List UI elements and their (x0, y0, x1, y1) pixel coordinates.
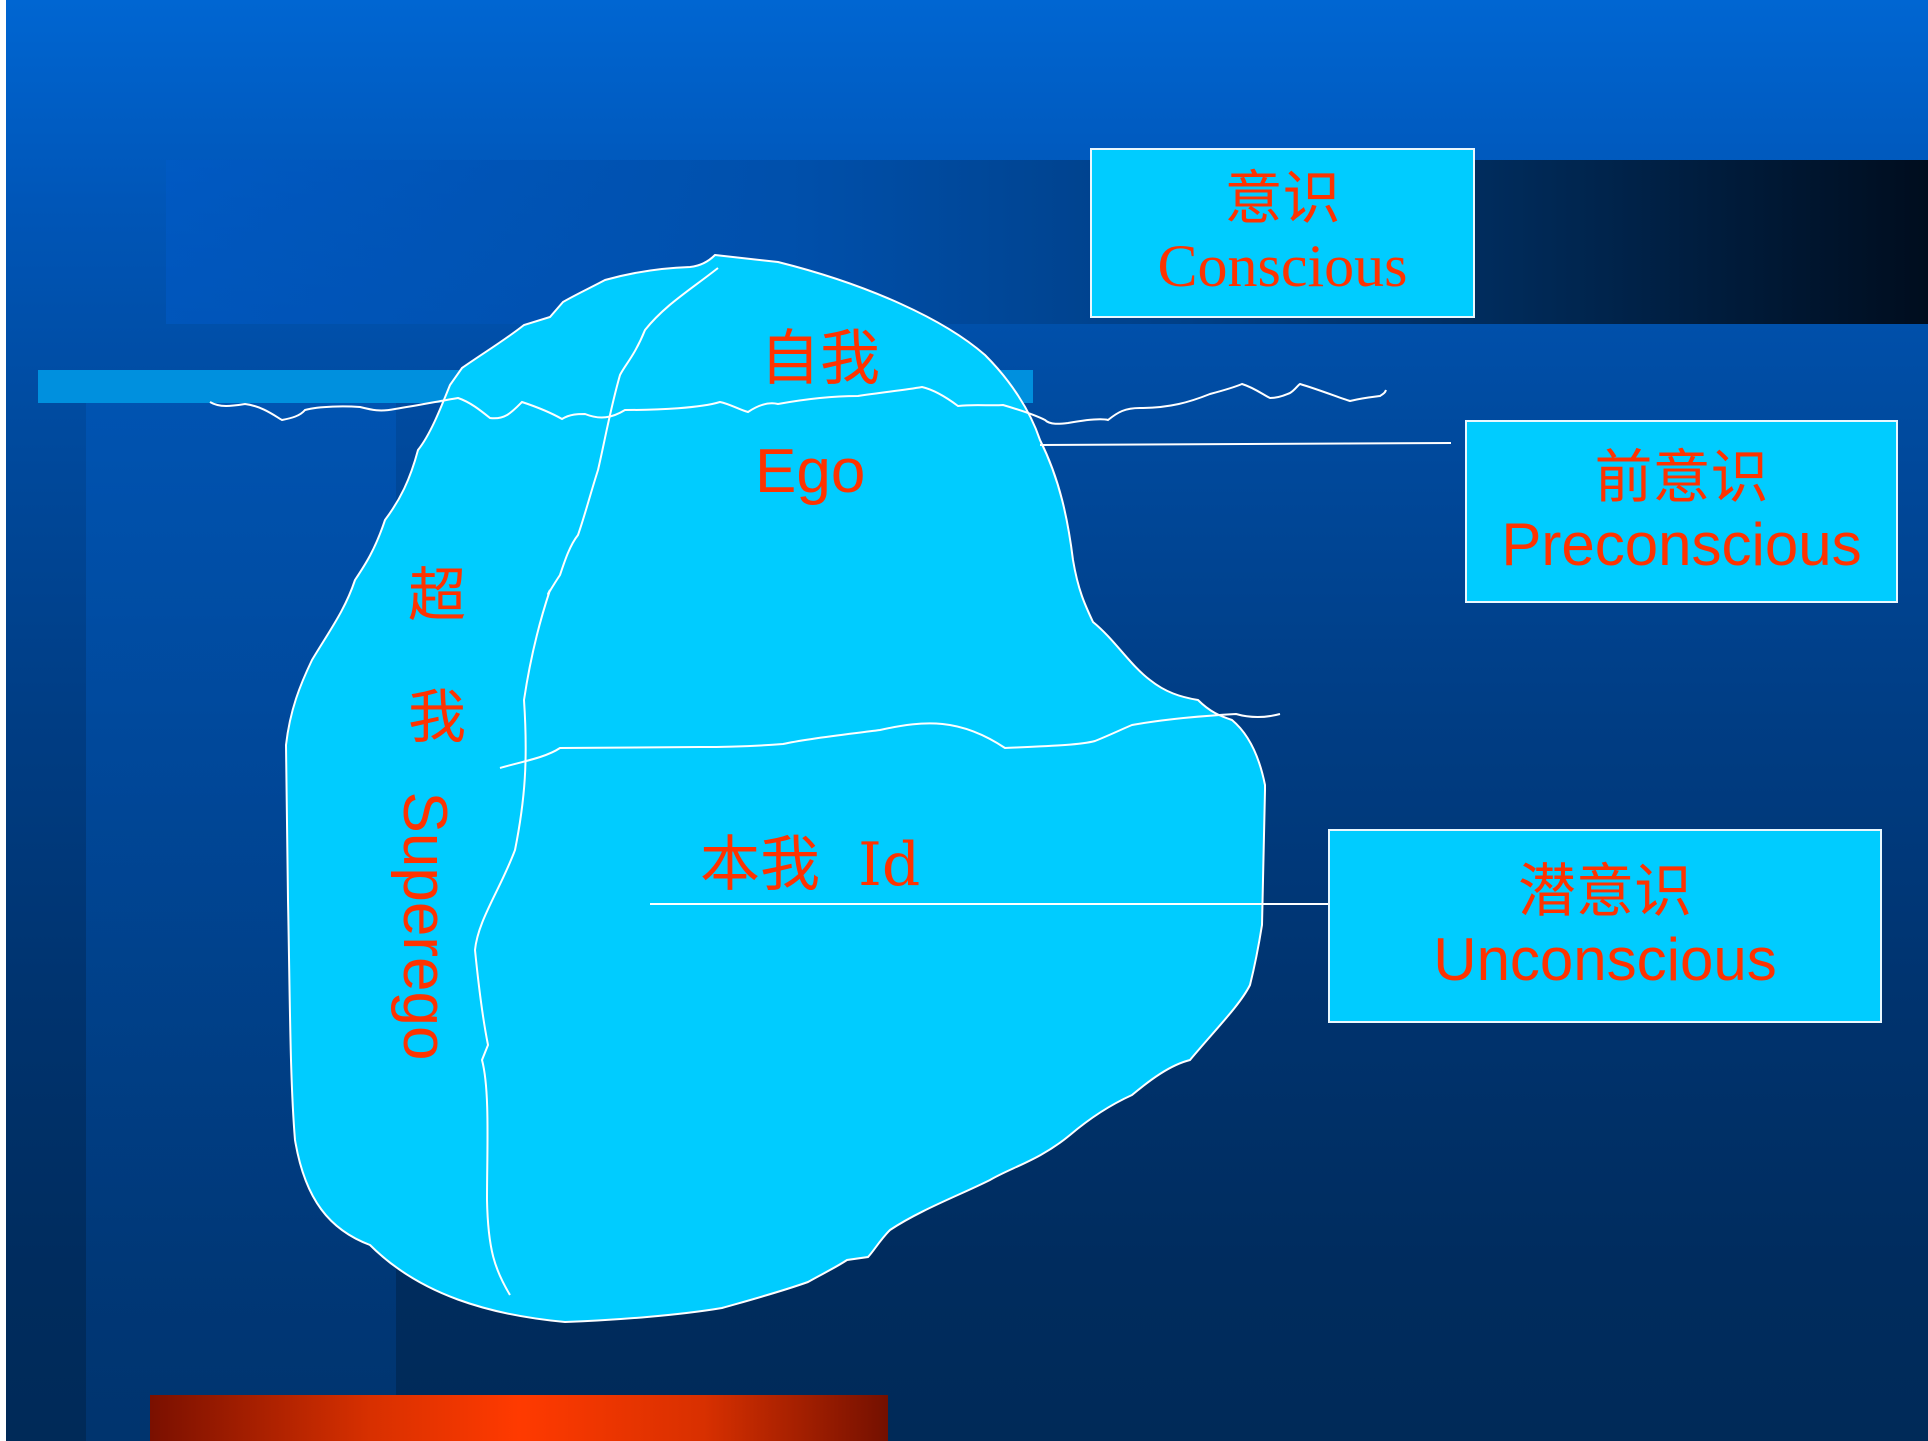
top-gradient-band (166, 160, 1928, 324)
conscious-label-en: Conscious (1157, 232, 1408, 299)
superego-label-en: Superego (390, 791, 459, 1061)
preconscious-connector (1039, 442, 1452, 446)
superego-label-zh-2: 我 (408, 683, 467, 751)
bottom-red-bar (150, 1395, 888, 1441)
unconscious-box: 潜意识 Unconscious (1328, 829, 1882, 1023)
unconscious-label-zh: 潜意识 (1517, 857, 1692, 926)
id-label: 本我 Id (700, 830, 921, 900)
superego-divider-line (473, 267, 719, 1296)
ego-label-en: Ego (755, 437, 866, 506)
waterline (209, 382, 1387, 425)
superego-label-zh-1: 超 (408, 561, 467, 629)
unconscious-label-en: Unconscious (1433, 925, 1777, 993)
preconscious-label-zh: 前意识 (1594, 442, 1769, 511)
conscious-label-zh: 意识 (1224, 164, 1341, 233)
ego-label-zh: 自我 (760, 324, 880, 394)
id-divider-line (499, 712, 1281, 769)
preconscious-box: 前意识 Preconscious (1465, 420, 1898, 603)
iceberg-shape (284, 253, 1266, 1324)
preconscious-label-en: Preconscious (1501, 511, 1862, 579)
conscious-box: 意识 Conscious (1090, 148, 1475, 318)
